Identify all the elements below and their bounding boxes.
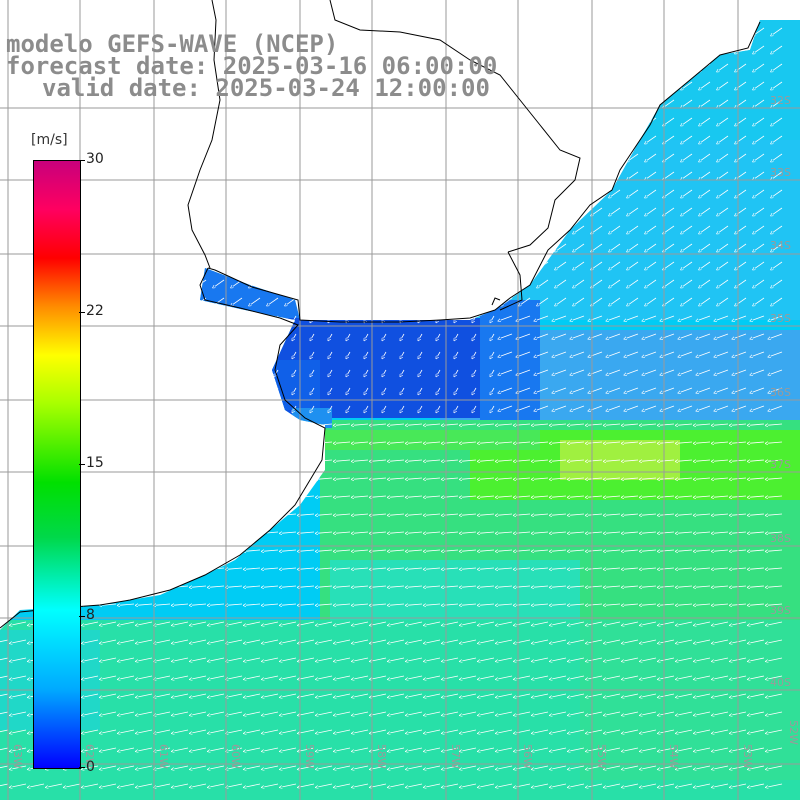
lat-label-34s: 34S (770, 239, 791, 252)
colorbar-tickmark (79, 160, 85, 161)
colorbar (33, 160, 81, 769)
colorbar-tick-30: 30 (86, 151, 104, 167)
lon-label-60w: 60W (229, 744, 242, 769)
valid-date: valid date: 2025-03-24 12:00:00 (42, 74, 490, 102)
lat-label-35s: 35S (770, 312, 791, 325)
lon-label-57w: 57W (449, 744, 462, 769)
colorbar-tickmark (79, 767, 85, 768)
model-title: modelo GEFS-WAVE (NCEP) (6, 30, 339, 58)
lon-label-55w: 55W (595, 744, 608, 769)
lat-labels: 32S 33S 34S 35S 36S 37S 38S 39S 40S (770, 94, 791, 689)
lon-label-63w: 63W (11, 744, 24, 769)
colorbar-tickmark (79, 312, 85, 313)
colorbar-tick-0: 0 (86, 759, 95, 775)
lon-label-59w: 59W (303, 744, 316, 769)
colorbar-tick-15: 15 (86, 455, 104, 471)
lat-label-39s: 39S (770, 604, 791, 617)
lon-label-61w: 61W (157, 744, 170, 769)
forecast-date: forecast date: 2025-03-16 06:00:00 (6, 52, 498, 80)
colorbar-tick-8: 8 (86, 607, 95, 623)
lat-label-36s: 36S (770, 386, 791, 399)
colorbar-tickmark (79, 464, 85, 465)
lat-label-40s: 40S (770, 676, 791, 689)
colorbar-tick-22: 22 (86, 303, 104, 319)
lon-label-54w: 54W (667, 744, 680, 769)
lon-labels: 63W 62W 61W 60W 59W 58W 57W 56W 55W 54W … (11, 720, 800, 769)
lon-label-53w: 53W (741, 744, 754, 769)
lat-label-32s: 32S (770, 94, 791, 107)
colorbar-units: [m/s] (31, 132, 68, 148)
lon-label-62w: 62W (83, 744, 96, 769)
lat-label-37s: 37S (770, 458, 791, 471)
lat-label-33s: 33S (770, 166, 791, 179)
lon-label-58w: 58W (375, 744, 388, 769)
lon-label-56w: 56W (521, 744, 534, 769)
coastline (0, 0, 761, 629)
lon-label-52w: 52W (787, 720, 800, 745)
lat-label-38s: 38S (770, 532, 791, 545)
colorbar-tickmark (79, 616, 85, 617)
